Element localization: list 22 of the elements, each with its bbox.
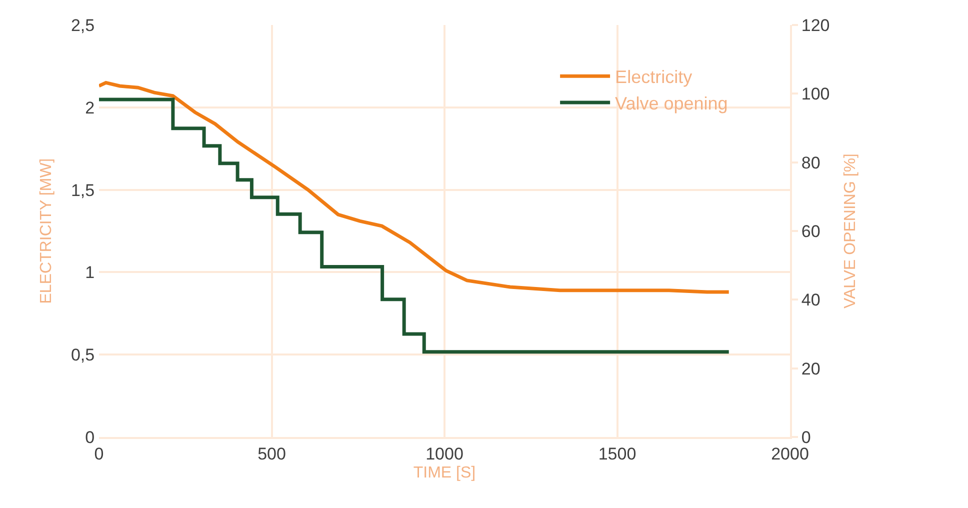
y-tick-label: 1: [85, 263, 95, 282]
y-tick-label: 1,5: [70, 180, 95, 200]
y2-tick-label: 100: [801, 84, 830, 104]
y2-tick-label: 40: [801, 290, 820, 310]
y2-axis-title: VALVE OPENING [%]: [842, 153, 859, 309]
legend-label: Electricity: [615, 67, 692, 88]
y-tick-label: 0: [85, 428, 95, 447]
y2-tick-label: 0: [801, 428, 811, 447]
legend-label: Valve opening: [615, 94, 728, 114]
y-tick-label: 2: [85, 98, 95, 118]
y-tick-label: 0,5: [70, 346, 95, 365]
x-tick-label: 1000: [426, 444, 464, 464]
y2-tick-label: 80: [801, 153, 820, 172]
x-tick-label: 1500: [598, 444, 636, 464]
y2-tick-label: 60: [801, 222, 820, 241]
x-axis-title: TIME [S]: [413, 464, 476, 482]
x-tick-label: 2000: [771, 444, 809, 464]
y-tick-label: 2,5: [70, 16, 95, 35]
y-axis-title: ELECTRICITY [MW]: [38, 158, 55, 304]
x-tick-label: 500: [258, 444, 286, 464]
y2-tick-label: 120: [801, 16, 830, 35]
y2-tick-label: 20: [801, 359, 820, 378]
